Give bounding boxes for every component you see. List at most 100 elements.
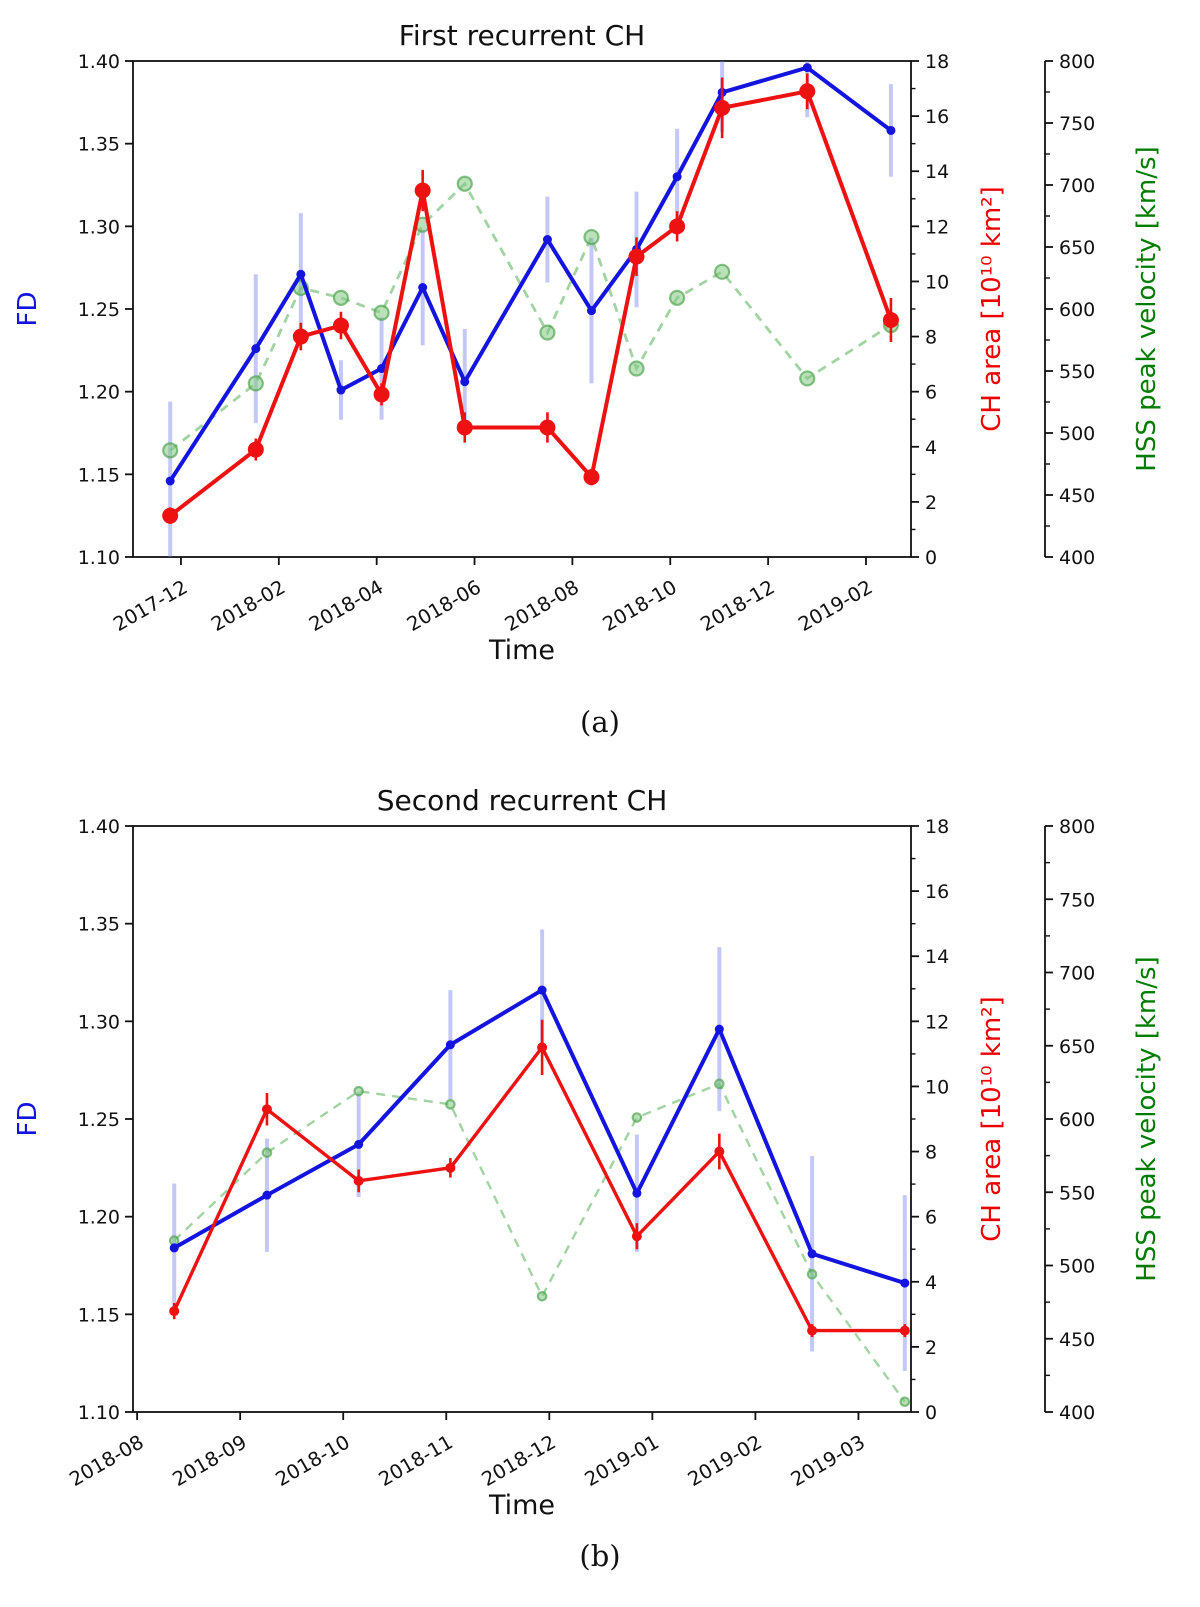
- svg-text:400: 400: [1059, 1402, 1095, 1424]
- x-axis-label: Time: [488, 635, 555, 666]
- plot-frame: [132, 825, 912, 1413]
- svg-text:700: 700: [1059, 175, 1095, 197]
- hss-velocity-axis-label: HSS peak velocity [km/s]: [1132, 146, 1162, 471]
- svg-text:4: 4: [925, 437, 937, 459]
- x-tick-label: 2018-10: [599, 575, 681, 636]
- series-ch-area: [162, 73, 899, 524]
- x-tick-label: 2018-12: [478, 1430, 560, 1491]
- svg-text:500: 500: [1059, 423, 1095, 445]
- svg-text:800: 800: [1059, 816, 1095, 838]
- chart-panel-b: Second recurrent CH1.101.151.201.251.301…: [13, 784, 1162, 1521]
- svg-text:550: 550: [1059, 361, 1095, 383]
- svg-text:12: 12: [925, 216, 949, 238]
- chart-title: First recurrent CH: [399, 19, 645, 52]
- svg-text:750: 750: [1059, 889, 1095, 911]
- panel-first-recurrent-ch: First recurrent CH 1.10 1.15 1.20 1.25 1.30 1.…: [0, 0, 1200, 700]
- svg-text:650: 650: [1059, 237, 1095, 259]
- svg-text:700: 700: [1059, 963, 1095, 985]
- x-tick-label: 2019-02: [684, 1430, 766, 1491]
- fd-axis-label: FD: [13, 292, 43, 327]
- fd-axis-label: FD: [13, 1102, 43, 1137]
- y-axis-fd: 1.10 1.15 1.20 1.25 1.30 1.35 1.40: [78, 51, 133, 569]
- y-axis-ch-area: 0 2 4 6 8 10 12 14 16 18: [911, 816, 949, 1424]
- svg-text:0: 0: [925, 1402, 937, 1424]
- y-axis-hss-velocity: 400 450 500 550 600 650 700 750 800: [1044, 816, 1095, 1424]
- x-tick-label: 2018-10: [272, 1430, 354, 1491]
- panel-a-caption: (a): [580, 705, 620, 739]
- svg-text:4: 4: [925, 1272, 937, 1294]
- svg-text:1.15: 1.15: [78, 1304, 120, 1326]
- svg-text:6: 6: [925, 382, 937, 404]
- x-tick-label: 2018-06: [403, 575, 485, 636]
- svg-text:1.20: 1.20: [78, 382, 120, 404]
- svg-text:1.35: 1.35: [78, 134, 120, 156]
- svg-text:8: 8: [925, 1142, 937, 1164]
- svg-text:1.30: 1.30: [78, 216, 120, 238]
- svg-text:600: 600: [1059, 1109, 1095, 1131]
- series-fd: [169, 985, 910, 1288]
- svg-text:1.25: 1.25: [78, 1109, 120, 1131]
- svg-text:1.10: 1.10: [78, 547, 120, 569]
- svg-text:450: 450: [1059, 485, 1095, 507]
- x-tick-label: 2018-12: [697, 575, 779, 636]
- svg-text:14: 14: [925, 946, 949, 968]
- svg-text:1.25: 1.25: [78, 299, 120, 321]
- svg-text:650: 650: [1059, 1036, 1095, 1058]
- series-ch-area: [169, 1019, 910, 1338]
- svg-text:400: 400: [1059, 547, 1095, 569]
- y-axis-fd: 1.10 1.15 1.20 1.25 1.30 1.35 1.40: [78, 816, 133, 1424]
- chart-panel-a: First recurrent CH1.101.151.201.251.301.…: [13, 19, 1162, 666]
- svg-text:8: 8: [925, 327, 937, 349]
- x-tick-label: 2018-09: [169, 1430, 251, 1491]
- fd-error-bars: [172, 929, 907, 1371]
- x-tick-label: 2017-12: [109, 575, 191, 636]
- x-tick-label: 2018-08: [66, 1430, 148, 1491]
- x-tick-label: 2018-02: [207, 575, 289, 636]
- chart-title: Second recurrent CH: [377, 784, 668, 817]
- y-axis-hss-velocity: 400 450 500 550 600 650 700 750 800: [1044, 51, 1095, 569]
- svg-text:10: 10: [925, 1076, 949, 1098]
- panel-second-recurrent-ch: Second recurrent CH 1.10 1.15 1.20 1.25 1.30 1…: [0, 762, 1200, 1527]
- svg-text:18: 18: [925, 816, 949, 838]
- svg-text:12: 12: [925, 1011, 949, 1033]
- ch-area-axis-label: CH area [10¹⁰ km²]: [977, 186, 1007, 432]
- svg-text:1.15: 1.15: [78, 464, 120, 486]
- svg-text:16: 16: [925, 106, 949, 128]
- panel-b-caption: (b): [579, 1539, 621, 1573]
- svg-text:750: 750: [1059, 113, 1095, 135]
- x-axis: 2017-12 2018-02 2018-04 2018-06 2018-08 2018-…: [109, 557, 876, 636]
- svg-text:1.10: 1.10: [78, 1402, 120, 1424]
- x-tick-label: 2018-08: [501, 575, 583, 636]
- svg-text:10: 10: [925, 271, 949, 293]
- svg-text:500: 500: [1059, 1256, 1095, 1278]
- x-tick-label: 2019-02: [794, 575, 876, 636]
- svg-text:1.40: 1.40: [78, 51, 120, 73]
- svg-text:1.35: 1.35: [78, 914, 120, 936]
- x-tick-label: 2018-11: [375, 1430, 457, 1491]
- series-fd: [165, 63, 896, 486]
- svg-text:550: 550: [1059, 1182, 1095, 1204]
- x-tick-label: 2018-04: [305, 575, 387, 636]
- svg-text:6: 6: [925, 1207, 937, 1229]
- svg-text:14: 14: [925, 161, 949, 183]
- svg-text:2: 2: [925, 1337, 937, 1359]
- svg-text:1.20: 1.20: [78, 1207, 120, 1229]
- svg-text:1.30: 1.30: [78, 1011, 120, 1033]
- svg-text:450: 450: [1059, 1329, 1095, 1351]
- hss-velocity-axis-label: HSS peak velocity [km/s]: [1132, 956, 1162, 1281]
- x-tick-label: 2019-01: [581, 1430, 663, 1491]
- plot-frame: [132, 60, 912, 558]
- x-tick-label: 2019-03: [787, 1430, 869, 1491]
- svg-text:800: 800: [1059, 51, 1095, 73]
- svg-text:18: 18: [925, 51, 949, 73]
- x-axis-label: Time: [488, 1490, 555, 1521]
- svg-text:600: 600: [1059, 299, 1095, 321]
- svg-text:0: 0: [925, 547, 937, 569]
- svg-text:16: 16: [925, 881, 949, 903]
- series-hss-velocity: [168, 1078, 911, 1408]
- y-axis-ch-area: 0 2 4 6 8 10 12 14 16 18: [911, 51, 949, 569]
- svg-text:2: 2: [925, 492, 937, 514]
- ch-area-axis-label: CH area [10¹⁰ km²]: [977, 996, 1007, 1242]
- svg-text:1.40: 1.40: [78, 816, 120, 838]
